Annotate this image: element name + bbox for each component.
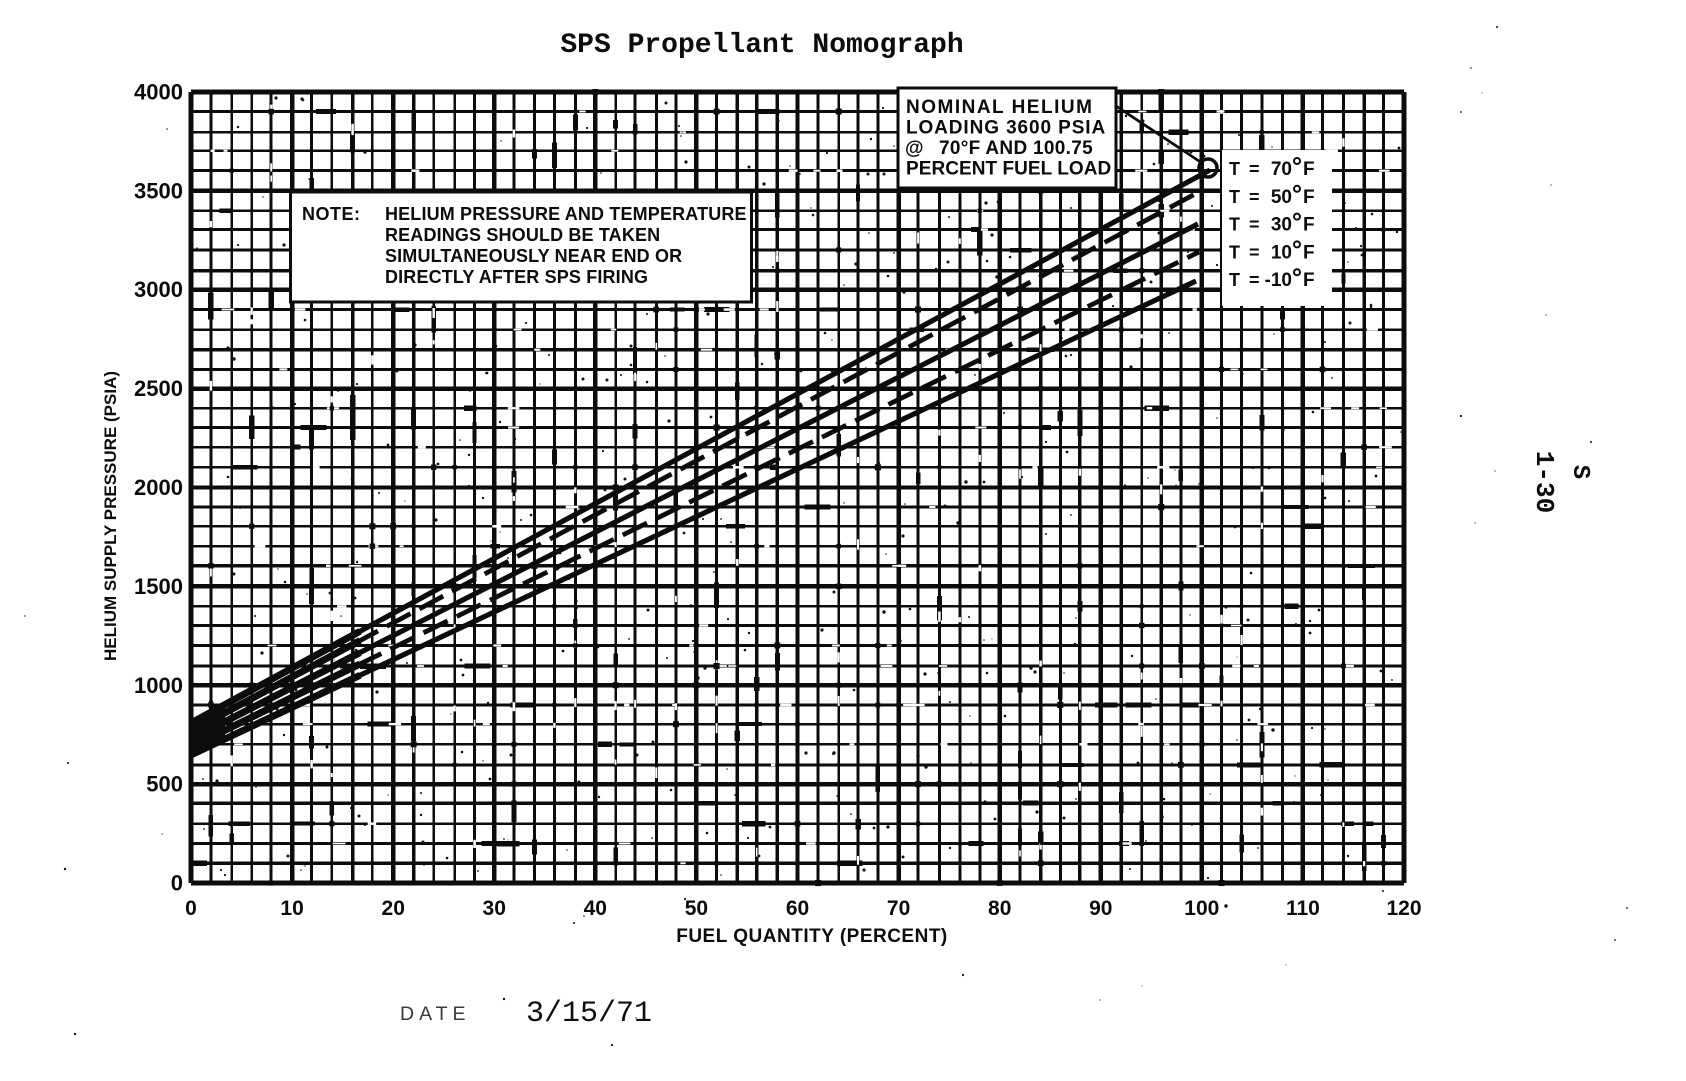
svg-text:DATE: DATE bbox=[400, 1003, 471, 1025]
svg-text:500: 500 bbox=[146, 772, 183, 797]
svg-text:LOADING 3600 PSIA: LOADING 3600 PSIA bbox=[906, 118, 1106, 139]
svg-text:=: = bbox=[1249, 270, 1260, 290]
svg-text:HELIUM PRESSURE AND TEMPERATUR: HELIUM PRESSURE AND TEMPERATURE bbox=[385, 204, 747, 224]
svg-text:F: F bbox=[1303, 187, 1315, 208]
svg-text:F: F bbox=[1303, 159, 1315, 180]
svg-text:T: T bbox=[1229, 215, 1240, 235]
svg-text:2000: 2000 bbox=[134, 475, 183, 500]
svg-text:PERCENT FUEL LOAD: PERCENT FUEL LOAD bbox=[906, 159, 1111, 180]
svg-text:T: T bbox=[1229, 159, 1240, 179]
svg-text:S: S bbox=[1566, 465, 1593, 479]
svg-text:0: 0 bbox=[185, 897, 197, 920]
svg-text:30: 30 bbox=[483, 897, 506, 920]
svg-text:70: 70 bbox=[887, 897, 910, 920]
svg-text:NOTE:: NOTE: bbox=[302, 204, 361, 224]
svg-text:30: 30 bbox=[1271, 215, 1292, 236]
svg-text:@: @ bbox=[905, 138, 924, 159]
svg-text:120: 120 bbox=[1386, 897, 1421, 920]
svg-text:40: 40 bbox=[584, 897, 607, 920]
svg-text:SIMULTANEOUSLY NEAR END OR: SIMULTANEOUSLY NEAR END OR bbox=[385, 246, 682, 266]
svg-text:=: = bbox=[1249, 159, 1260, 179]
svg-text:4000: 4000 bbox=[134, 80, 183, 105]
svg-text:=: = bbox=[1249, 242, 1260, 262]
svg-text:90: 90 bbox=[1089, 897, 1112, 920]
svg-text:F: F bbox=[1303, 270, 1315, 291]
svg-text:10: 10 bbox=[280, 897, 303, 920]
svg-text:50: 50 bbox=[685, 897, 708, 920]
svg-text:2500: 2500 bbox=[134, 376, 183, 401]
svg-text:DIRECTLY AFTER SPS FIRING: DIRECTLY AFTER SPS FIRING bbox=[385, 267, 648, 287]
svg-text:T: T bbox=[1229, 242, 1240, 262]
svg-text:0: 0 bbox=[171, 871, 183, 896]
svg-text:50: 50 bbox=[1271, 187, 1292, 208]
svg-text:-10: -10 bbox=[1265, 270, 1292, 291]
svg-text:F: F bbox=[1303, 215, 1315, 236]
svg-text:T: T bbox=[1229, 187, 1240, 207]
svg-text:70: 70 bbox=[1271, 159, 1292, 180]
svg-text:=: = bbox=[1249, 215, 1260, 235]
svg-text:1000: 1000 bbox=[134, 673, 183, 698]
svg-text:60: 60 bbox=[786, 897, 809, 920]
svg-text:3000: 3000 bbox=[134, 277, 183, 302]
svg-text:110: 110 bbox=[1286, 897, 1320, 920]
svg-text:SPS Propellant Nomograph: SPS Propellant Nomograph bbox=[560, 30, 963, 61]
svg-text:FUEL QUANTITY (PERCENT): FUEL QUANTITY (PERCENT) bbox=[676, 926, 948, 947]
svg-text:T: T bbox=[1229, 270, 1240, 290]
svg-text:3/15/71: 3/15/71 bbox=[526, 997, 652, 1031]
svg-text:3500: 3500 bbox=[134, 178, 183, 203]
svg-text:=: = bbox=[1249, 187, 1260, 207]
svg-text:READINGS SHOULD BE TAKEN: READINGS SHOULD BE TAKEN bbox=[385, 225, 660, 245]
svg-text:1500: 1500 bbox=[134, 574, 183, 599]
svg-text:NOMINAL HELIUM: NOMINAL HELIUM bbox=[906, 97, 1093, 118]
svg-text:20: 20 bbox=[382, 897, 405, 920]
svg-text:F: F bbox=[1303, 242, 1315, 263]
svg-text:80: 80 bbox=[988, 897, 1011, 920]
svg-text:1-30: 1-30 bbox=[1529, 451, 1559, 513]
svg-text:HELIUM SUPPLY PRESSURE (PSIA): HELIUM SUPPLY PRESSURE (PSIA) bbox=[101, 371, 120, 661]
svg-text:70°F AND 100.75: 70°F AND 100.75 bbox=[939, 138, 1093, 159]
svg-text:100: 100 bbox=[1184, 897, 1219, 920]
svg-text:10: 10 bbox=[1271, 242, 1292, 263]
